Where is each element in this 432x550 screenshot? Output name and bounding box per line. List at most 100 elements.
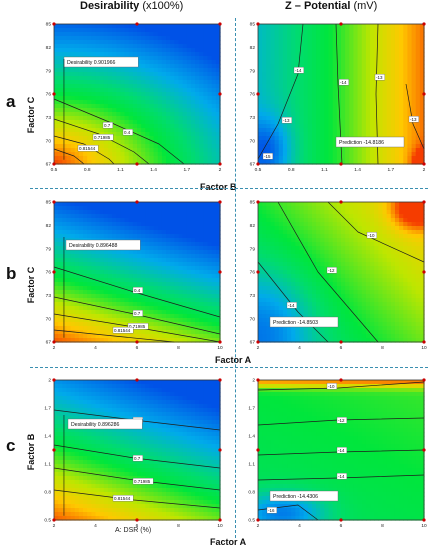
heatmap-cell	[116, 88, 121, 93]
heatmap-cell	[199, 242, 204, 247]
heatmap-cell	[120, 24, 126, 29]
heatmap-cell	[149, 28, 155, 33]
heatmap-cell	[295, 148, 301, 153]
heatmap-cell	[137, 68, 142, 73]
heatmap-cell	[303, 132, 309, 137]
heatmap-cell	[112, 156, 117, 161]
heatmap-cell	[361, 40, 367, 45]
heatmap-cell	[262, 104, 267, 109]
heatmap-cell	[153, 274, 159, 279]
heatmap-cell	[415, 258, 421, 263]
heatmap-cell	[112, 250, 117, 255]
heatmap-cell	[107, 32, 113, 37]
heatmap-cell	[403, 24, 408, 29]
heatmap-cell	[266, 76, 272, 81]
heatmap-cell	[195, 274, 200, 279]
heatmap-cell	[95, 52, 101, 57]
heatmap-cell	[295, 56, 301, 61]
heatmap-cell	[211, 298, 217, 303]
heatmap-cell	[266, 48, 272, 53]
heatmap-cell	[399, 258, 404, 263]
heatmap-cell	[128, 72, 134, 77]
heatmap-cell	[419, 246, 425, 251]
heatmap-cell	[124, 92, 130, 97]
heatmap-cell	[145, 318, 151, 323]
heatmap-cell	[399, 96, 404, 101]
heatmap-cell	[291, 140, 296, 145]
heatmap-cell	[415, 84, 421, 89]
heatmap-cell	[303, 258, 309, 263]
heatmap-cell	[353, 32, 359, 37]
heatmap-cell	[66, 148, 72, 153]
heatmap-cell	[278, 84, 284, 89]
heatmap-cell	[399, 148, 404, 153]
heatmap-cell	[74, 108, 80, 113]
heatmap-cell	[332, 92, 338, 97]
heatmap-cell	[320, 152, 325, 157]
heatmap-cell	[403, 44, 408, 49]
heatmap-cell	[66, 76, 72, 81]
heatmap-cell	[124, 214, 130, 219]
heatmap-cell	[403, 108, 408, 113]
heatmap-cell	[311, 254, 317, 259]
heatmap-cell	[378, 84, 384, 89]
heatmap-cell	[124, 250, 130, 255]
heatmap-cell	[215, 266, 221, 271]
heatmap-cell	[190, 250, 196, 255]
heatmap-cell	[403, 156, 408, 161]
heatmap-cell	[128, 152, 134, 157]
heatmap-cell	[370, 64, 375, 69]
heatmap-cell	[320, 246, 325, 251]
heatmap-cell	[407, 76, 413, 81]
heatmap-cell	[307, 258, 313, 263]
heatmap-cell	[107, 108, 113, 113]
heatmap-cell	[332, 60, 338, 65]
heatmap-cell	[262, 84, 267, 89]
heatmap-cell	[182, 136, 188, 141]
heatmap-cell	[266, 32, 272, 37]
heatmap-cell	[70, 104, 76, 109]
heatmap-cell	[336, 230, 342, 235]
heatmap-cell	[341, 40, 346, 45]
heatmap-cell	[78, 68, 84, 73]
contour-label: 0.71985	[94, 135, 111, 140]
heatmap-cell	[66, 222, 72, 227]
heatmap-cell	[54, 290, 59, 295]
heatmap-cell	[365, 226, 371, 231]
heatmap-cell	[274, 48, 280, 53]
heatmap-cell	[166, 28, 171, 33]
heatmap-cell	[66, 282, 72, 287]
heatmap-cell	[357, 92, 363, 97]
heatmap-cell	[386, 250, 392, 255]
heatmap-cell	[215, 36, 221, 41]
heatmap-cell	[320, 28, 325, 33]
heatmap-cell	[207, 218, 213, 223]
heatmap-cell	[128, 24, 134, 29]
heatmap-cell	[307, 40, 313, 45]
heatmap-cell	[161, 92, 167, 97]
heatmap-cell	[157, 112, 163, 117]
heatmap-cell	[70, 156, 76, 161]
heatmap-cell	[386, 218, 392, 223]
heatmap-cell	[95, 156, 101, 161]
heatmap-cell	[258, 68, 263, 73]
heatmap-cell	[91, 210, 97, 215]
heatmap-cell	[399, 152, 404, 157]
heatmap-cell	[332, 120, 338, 125]
heatmap-cell	[153, 286, 159, 291]
heatmap-cell	[58, 48, 63, 53]
heatmap-cell	[274, 222, 280, 227]
heatmap-cell	[394, 132, 400, 137]
heatmap-cell	[195, 76, 200, 81]
heatmap-cell	[266, 56, 272, 61]
heatmap-cell	[145, 96, 151, 101]
heatmap-cell	[170, 28, 175, 33]
heatmap-cell	[141, 92, 146, 97]
heatmap-cell	[166, 76, 171, 81]
heatmap-cell	[207, 254, 213, 259]
heatmap-cell	[78, 92, 84, 97]
heatmap-cell	[99, 270, 105, 275]
heatmap-cell	[357, 32, 363, 37]
heatmap-cell	[120, 314, 126, 319]
heatmap-cell	[328, 160, 334, 165]
